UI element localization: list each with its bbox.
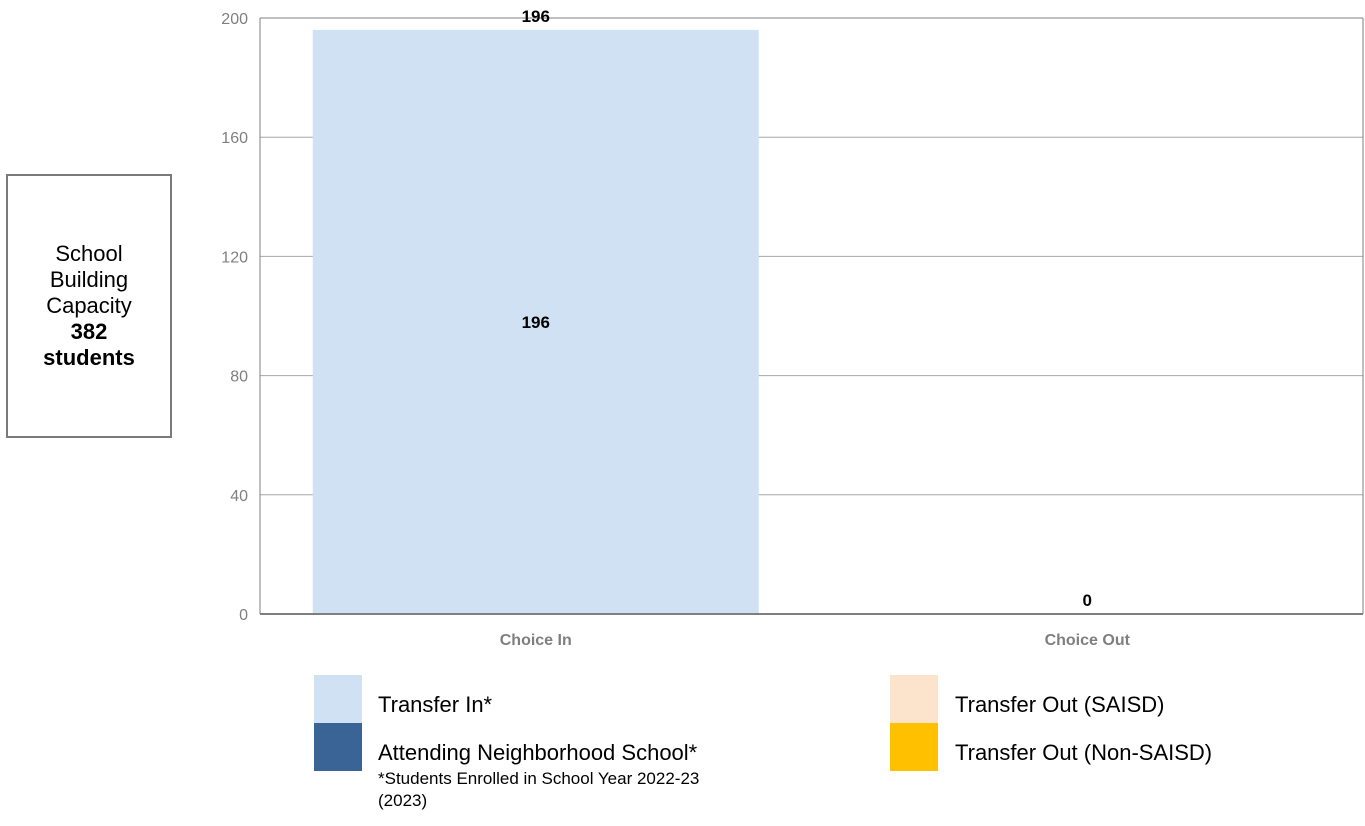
capacity-line-2: Building — [49, 267, 129, 292]
legend-swatch-transfer-out-non-saisd — [890, 723, 938, 771]
footnote-line-1: *Students Enrolled in School Year 2022-2… — [378, 769, 700, 788]
capacity-value: 382 — [70, 319, 108, 344]
total-label-choice-in: 196 — [522, 7, 550, 26]
y-tick-label-40: 40 — [230, 488, 248, 505]
legend-footnote: *Students Enrolled in School Year 2022-2… — [378, 768, 699, 812]
legend-swatch-transfer-in — [314, 675, 362, 723]
y-tick-label-0: 0 — [239, 607, 248, 624]
axes: 0 40 80 120 160 200 Choice In Choice Out — [221, 11, 1364, 649]
capacity-unit: students — [43, 345, 135, 370]
data-labels: 196 196 0 — [522, 7, 1092, 610]
legend-label-attending-neighborhood: Attending Neighborhood School* — [378, 740, 698, 765]
legend-label-transfer-out-non-saisd: Transfer Out (Non-SAISD) — [955, 740, 1213, 765]
y-tick-label-120: 120 — [221, 249, 248, 266]
legend-label-transfer-in: Transfer In* — [378, 692, 493, 717]
y-tick-label-160: 160 — [221, 130, 248, 147]
x-tick-label-choice-in: Choice In — [500, 632, 572, 649]
x-tick-label-choice-out: Choice Out — [1045, 632, 1131, 649]
footnote-line-2: (2023) — [378, 791, 428, 810]
legend-swatch-attending-neighborhood — [314, 723, 362, 771]
total-label-choice-out: 0 — [1083, 591, 1092, 610]
legend-swatch-transfer-out-saisd — [890, 675, 938, 723]
capacity-line-3: Capacity — [46, 293, 132, 318]
capacity-line-1: School — [55, 241, 123, 266]
capacity-box: School Building Capacity 382 students — [6, 174, 172, 438]
y-tick-label-200: 200 — [221, 11, 248, 28]
bar-choice-in-series-0 — [312, 29, 759, 615]
legend-label-transfer-out-saisd: Transfer Out (SAISD) — [955, 692, 1165, 717]
segment-label-choice-in: 196 — [522, 313, 550, 332]
bars — [312, 29, 759, 615]
y-tick-label-80: 80 — [230, 369, 248, 386]
